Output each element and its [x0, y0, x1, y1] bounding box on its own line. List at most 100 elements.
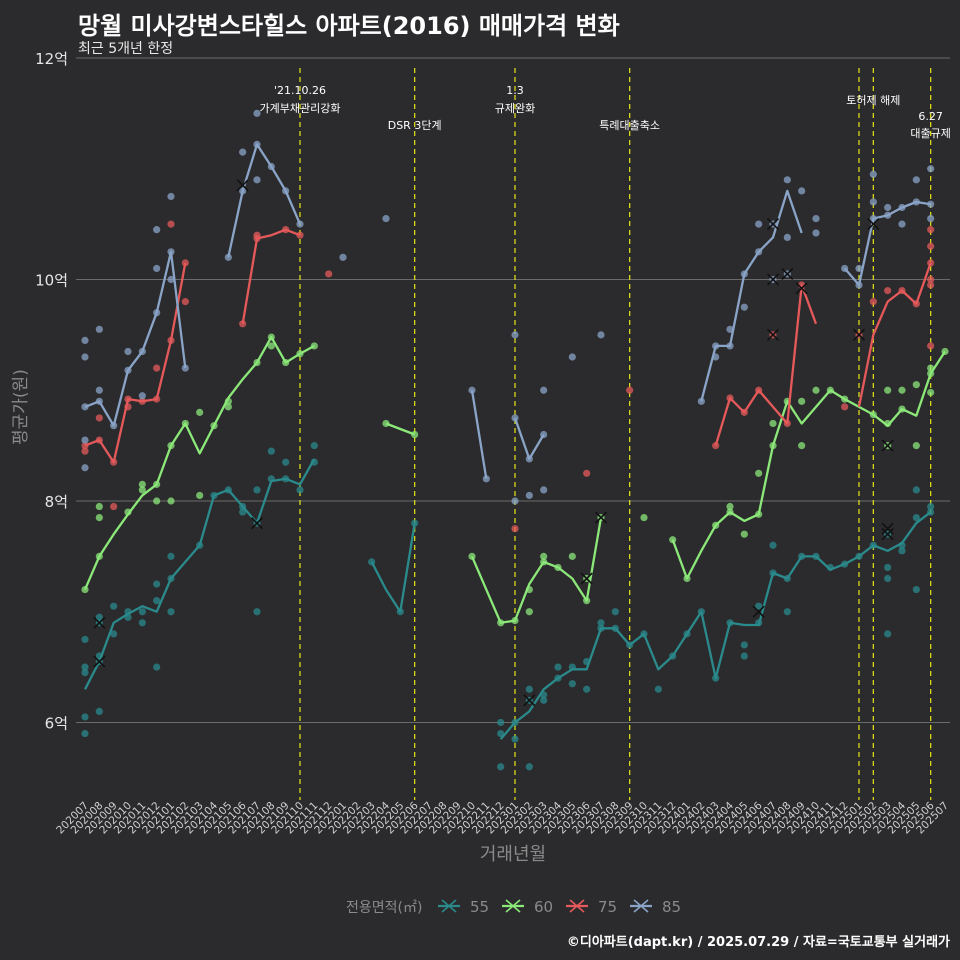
scatter-point-60 — [525, 608, 533, 616]
event-annotation: DSR 3단계 — [388, 119, 442, 132]
scatter-point-85 — [812, 214, 820, 223]
scatter-point-55 — [81, 635, 89, 644]
scatter-point-60 — [267, 342, 275, 350]
scatter-point-55 — [884, 630, 892, 638]
cross-stroke — [881, 528, 894, 541]
event-annotation: 6.27 — [918, 110, 943, 123]
scatter-point-60 — [95, 513, 103, 522]
cross-stroke — [250, 517, 264, 530]
scatter-point-75 — [927, 342, 935, 350]
series-line-85 — [843, 200, 931, 287]
legend-title: 전용면적(㎡) — [346, 900, 422, 916]
source-caption: ©디아파트(dapt.kr) / 2025.07.29 / 자료=국토교통부 실… — [566, 935, 950, 950]
scatter-point-85 — [540, 486, 548, 494]
scatter-point-55 — [927, 502, 935, 511]
cross-stroke — [93, 616, 106, 629]
scatter-point-85 — [568, 353, 576, 361]
scatter-point-75 — [712, 442, 720, 450]
cross-marker-75 — [852, 328, 866, 341]
event-annotation: 특례대출축소 — [599, 119, 660, 132]
cross-stroke — [523, 694, 536, 707]
scatter-point-60 — [138, 486, 146, 494]
scatter-point-75 — [153, 364, 161, 372]
scatter-point-60 — [640, 513, 648, 522]
event-annotation: 1.3 — [506, 84, 524, 97]
scatter-point-55 — [497, 718, 505, 727]
scatter-point-85 — [253, 176, 261, 184]
scatter-point-55 — [110, 630, 118, 638]
legend-item-55: 55 — [438, 898, 489, 916]
scatter-point-85 — [869, 198, 877, 206]
scatter-point-75 — [583, 469, 591, 477]
scatter-point-60 — [912, 442, 920, 450]
cross-stroke — [781, 267, 794, 281]
y-tick-label: 12억 — [35, 50, 68, 68]
legend-label: 60 — [534, 898, 553, 916]
scatter-point-55 — [597, 619, 605, 627]
cross-stroke — [766, 328, 780, 341]
scatter-point-85 — [597, 331, 605, 339]
legend-swatch-cross — [441, 899, 457, 913]
scatter-point-60 — [138, 480, 146, 488]
event-annotation: 규제완화 — [495, 102, 535, 115]
series-line-75 — [84, 262, 187, 464]
scatter-point-60 — [798, 442, 806, 450]
scatter-point-85 — [912, 176, 920, 184]
scatter-point-60 — [95, 502, 103, 511]
scatter-point-55 — [884, 574, 892, 583]
scatter-point-55 — [525, 763, 533, 771]
y-tick-label: 10억 — [35, 271, 68, 289]
cross-stroke — [881, 439, 894, 452]
scatter-point-60 — [912, 381, 920, 389]
scatter-point-60 — [755, 469, 763, 477]
cross-marker-85 — [766, 273, 780, 286]
cross-stroke — [752, 605, 765, 618]
scatter-point-85 — [339, 253, 347, 261]
cross-marker-85 — [236, 179, 249, 192]
series-line-75 — [241, 228, 301, 324]
scatter-point-85 — [482, 475, 490, 483]
series-line-75 — [714, 283, 818, 446]
scatter-point-85 — [755, 220, 763, 228]
scatter-point-55 — [568, 680, 576, 688]
scatter-point-60 — [740, 530, 748, 538]
series-line-60 — [83, 335, 315, 591]
scatter-point-60 — [568, 552, 576, 560]
scatter-point-85 — [855, 264, 863, 273]
scatter-point-60 — [769, 419, 777, 428]
series-line-85 — [84, 250, 187, 427]
scatter-point-55 — [497, 763, 505, 771]
scatter-point-75 — [884, 286, 892, 295]
scatter-point-55 — [884, 563, 892, 572]
scatter-point-55 — [310, 442, 318, 450]
scatter-point-55 — [167, 608, 175, 616]
cross-stroke — [594, 511, 608, 524]
scatter-point-60 — [196, 491, 204, 500]
scatter-point-55 — [783, 608, 791, 616]
scatter-point-55 — [153, 597, 161, 605]
scatter-point-75 — [869, 298, 877, 306]
scatter-point-85 — [540, 386, 548, 394]
scatter-point-55 — [81, 663, 89, 671]
cross-stroke — [852, 328, 866, 341]
scatter-point-75 — [927, 242, 935, 250]
scatter-point-85 — [783, 176, 791, 184]
chart-subtitle: 최근 5개년 한정 — [78, 41, 174, 57]
scatter-point-75 — [841, 403, 849, 411]
scatter-point-55 — [740, 641, 748, 649]
legend-item-75: 75 — [566, 898, 617, 916]
cross-marker-55 — [523, 694, 536, 707]
scatter-point-85 — [81, 336, 89, 345]
cross-stroke — [580, 572, 593, 585]
scatter-point-60 — [927, 388, 935, 397]
scatter-point-55 — [554, 663, 562, 671]
scatter-point-55 — [267, 447, 275, 455]
event-annotation: '21.10.26 — [274, 84, 326, 97]
scatter-point-85 — [95, 386, 103, 394]
series-line-60 — [671, 350, 946, 580]
scatter-point-85 — [740, 303, 748, 311]
scatter-point-85 — [138, 392, 146, 400]
scatter-point-85 — [167, 192, 175, 201]
scatter-point-85 — [798, 187, 806, 195]
scatter-point-55 — [138, 608, 146, 616]
